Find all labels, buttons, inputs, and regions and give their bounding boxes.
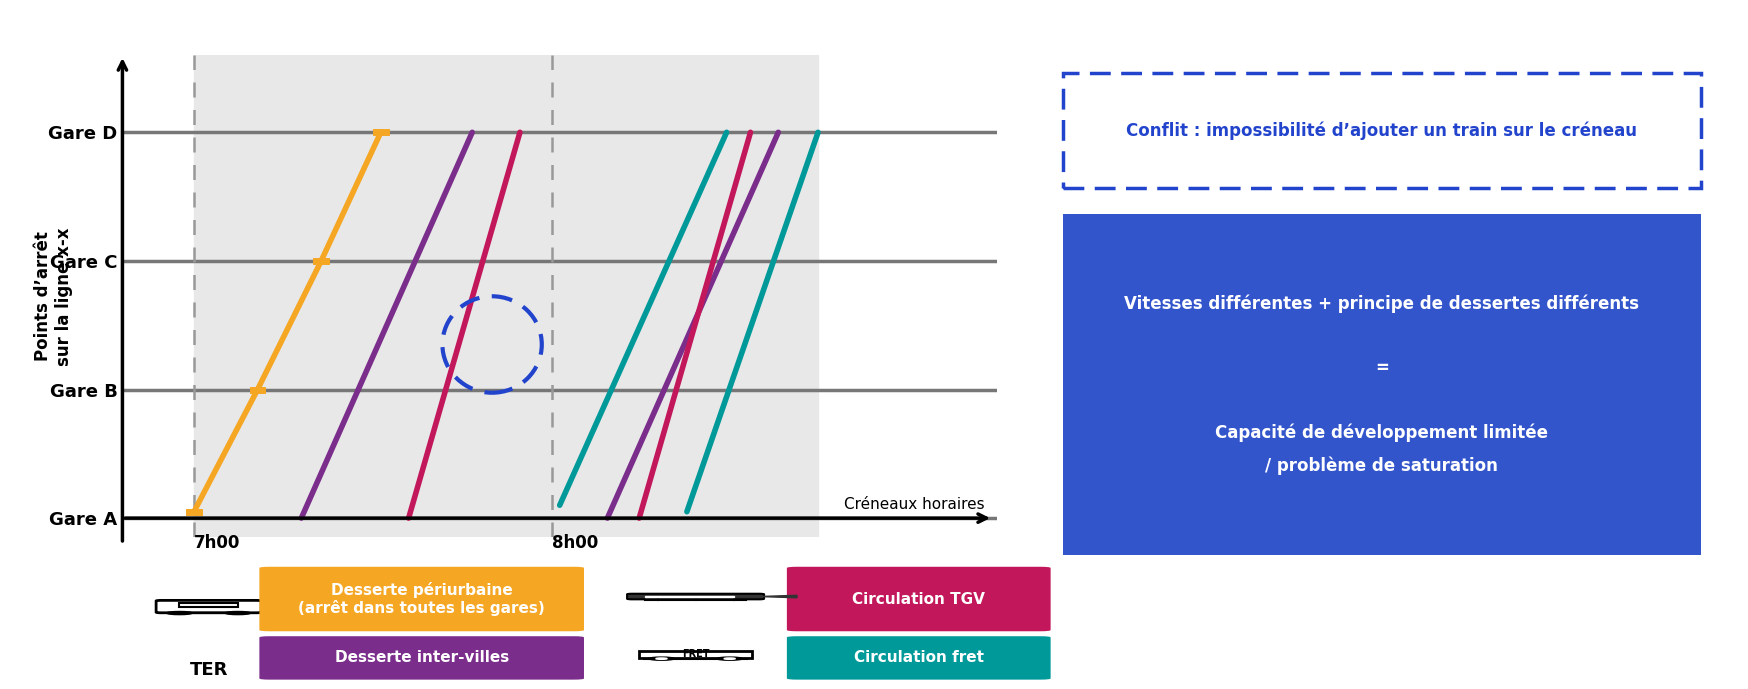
Text: Créneaux horaires: Créneaux horaires — [844, 497, 984, 512]
Bar — [645, 595, 732, 597]
Text: Desserte périurbaine
(arrêt dans toutes les gares): Desserte périurbaine (arrêt dans toutes … — [299, 582, 545, 617]
Text: Circulation fret: Circulation fret — [853, 650, 982, 666]
Circle shape — [717, 657, 741, 660]
Text: TER: TER — [189, 661, 227, 679]
FancyBboxPatch shape — [259, 567, 584, 631]
FancyBboxPatch shape — [787, 636, 1051, 679]
Circle shape — [656, 658, 666, 659]
FancyBboxPatch shape — [787, 567, 1051, 631]
Text: FRET: FRET — [682, 649, 710, 659]
FancyBboxPatch shape — [628, 594, 764, 599]
Text: Conflit : impossibilité d’ajouter un train sur le créneau: Conflit : impossibilité d’ajouter un tra… — [1126, 121, 1636, 140]
FancyBboxPatch shape — [259, 636, 584, 679]
Polygon shape — [759, 595, 797, 598]
Text: 7h00: 7h00 — [194, 533, 239, 552]
Bar — [180, 603, 238, 607]
Bar — [194, 55, 818, 537]
FancyBboxPatch shape — [156, 600, 260, 613]
Bar — [638, 650, 752, 657]
Text: Vitesses différentes + principe de dessertes différents

=

Capacité de développ: Vitesses différentes + principe de desse… — [1124, 294, 1638, 475]
Circle shape — [724, 658, 734, 659]
Text: 8h00: 8h00 — [551, 533, 598, 552]
Text: Desserte inter-villes: Desserte inter-villes — [334, 650, 509, 666]
FancyBboxPatch shape — [1063, 214, 1699, 555]
FancyBboxPatch shape — [1063, 73, 1699, 188]
Circle shape — [225, 612, 250, 615]
Y-axis label: Points d’arrêt
sur la ligne x-x: Points d’arrêt sur la ligne x-x — [35, 227, 73, 366]
Circle shape — [649, 657, 675, 660]
Circle shape — [166, 612, 192, 615]
Text: Circulation TGV: Circulation TGV — [851, 592, 984, 606]
